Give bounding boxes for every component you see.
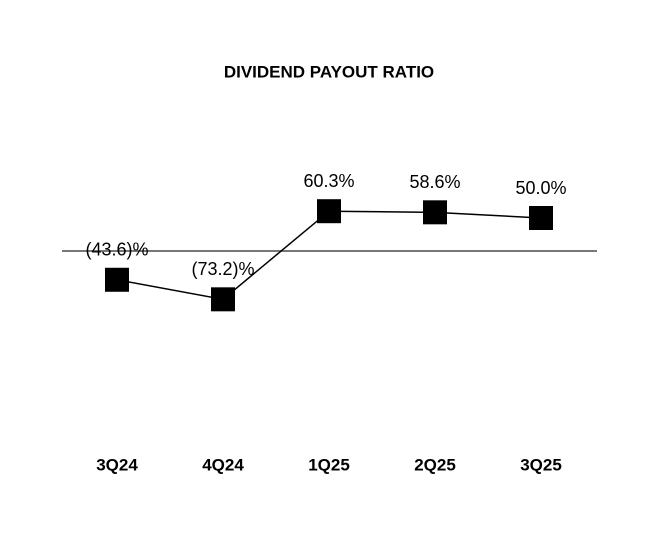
value-label: 50.0% bbox=[515, 178, 566, 198]
x-tick-label: 1Q25 bbox=[308, 455, 350, 474]
marker bbox=[423, 200, 447, 225]
marker bbox=[211, 287, 235, 312]
series-line bbox=[116, 210, 542, 301]
x-tick-label: 4Q24 bbox=[202, 455, 244, 474]
marker bbox=[317, 199, 341, 224]
value-label: 58.6% bbox=[409, 172, 460, 192]
marker bbox=[105, 267, 129, 292]
marker bbox=[529, 206, 553, 230]
x-tick-label: 3Q25 bbox=[520, 455, 562, 474]
chart-title: DIVIDEND PAYOUT RATIO bbox=[224, 62, 434, 81]
value-label: 60.3% bbox=[303, 171, 354, 191]
x-tick-label: 2Q25 bbox=[414, 455, 456, 474]
value-label: (43.6)% bbox=[85, 240, 148, 260]
value-label: (73.2)% bbox=[191, 259, 254, 279]
x-tick-label: 3Q24 bbox=[96, 455, 138, 474]
